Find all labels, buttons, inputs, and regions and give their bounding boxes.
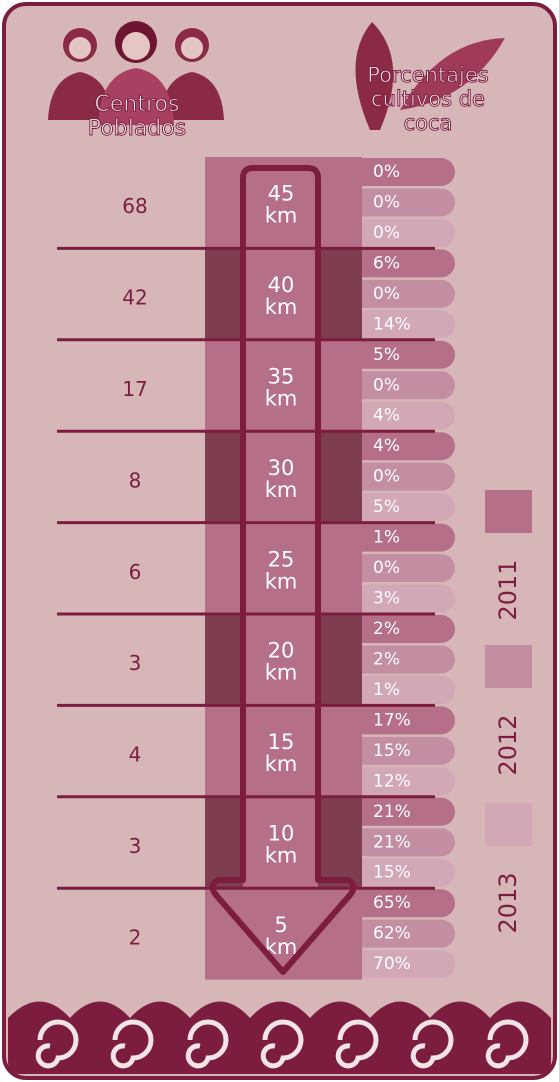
coca-percent: 15% xyxy=(373,741,411,761)
coca-percent: 21% xyxy=(373,802,411,822)
distance-value: 30 xyxy=(268,456,295,480)
distance-unit: km xyxy=(265,387,298,411)
coca-percent: 14% xyxy=(373,314,411,334)
coca-percent: 0% xyxy=(373,284,400,304)
legend-label: 2013 xyxy=(494,872,522,933)
coca-percent: 0% xyxy=(373,467,400,487)
centros-count: 6 xyxy=(129,560,142,584)
distance-unit: km xyxy=(265,844,298,868)
coca-percent: 5% xyxy=(373,345,400,365)
header-right: cultivos de xyxy=(371,87,485,111)
wave-decoration xyxy=(8,1002,551,1075)
coca-percent: 0% xyxy=(373,192,400,212)
coca-percent: 0% xyxy=(373,223,400,243)
coca-percent: 12% xyxy=(373,771,411,791)
coca-percent: 5% xyxy=(373,497,400,517)
coca-percent: 70% xyxy=(373,954,411,974)
coca-percent: 1% xyxy=(373,528,400,548)
coca-percent: 62% xyxy=(373,924,411,944)
legend-swatch xyxy=(485,490,532,533)
coca-percent: 6% xyxy=(373,253,400,273)
header-left: Poblados xyxy=(88,116,186,141)
centros-count: 8 xyxy=(129,468,142,492)
header-right: Porcentajes xyxy=(367,63,489,87)
coca-percent: 0% xyxy=(373,162,400,182)
distance-value: 45 xyxy=(268,182,295,206)
distance-value: 40 xyxy=(268,273,295,297)
distance-unit: km xyxy=(265,295,298,319)
distance-unit: km xyxy=(265,752,298,776)
coca-percent: 4% xyxy=(373,436,400,456)
coca-percent: 65% xyxy=(373,893,411,913)
distance-unit: km xyxy=(265,478,298,502)
coca-percent: 15% xyxy=(373,863,411,883)
infographic: Centros Poblados Porcentajes cultivos de… xyxy=(0,0,559,1082)
centros-count: 3 xyxy=(129,834,142,858)
coca-percent: 1% xyxy=(373,680,400,700)
legend-swatch xyxy=(485,803,532,846)
distance-unit: km xyxy=(265,204,298,228)
coca-percent: 0% xyxy=(373,558,400,578)
header-left: Centros xyxy=(95,92,180,117)
coca-percent: 2% xyxy=(373,649,400,669)
distance-value: 35 xyxy=(268,365,295,389)
header-right: coca xyxy=(404,111,453,135)
distance-unit: km xyxy=(265,569,298,593)
distance-value: 20 xyxy=(268,639,295,663)
centros-count: 68 xyxy=(122,194,147,218)
centros-count: 2 xyxy=(129,925,142,949)
legend-label: 2012 xyxy=(494,714,522,775)
distance-value: 25 xyxy=(268,547,295,571)
coca-percent: 21% xyxy=(373,832,411,852)
distance-value: 10 xyxy=(268,822,295,846)
legend-label: 2011 xyxy=(494,559,522,620)
legend-swatch xyxy=(485,645,532,688)
coca-percent: 3% xyxy=(373,589,400,609)
centros-count: 3 xyxy=(129,651,142,675)
distance-value: 5 xyxy=(274,913,287,937)
distance-value: 15 xyxy=(268,730,295,754)
centros-count: 17 xyxy=(122,377,147,401)
coca-percent: 4% xyxy=(373,406,400,426)
centros-count: 42 xyxy=(122,286,147,310)
coca-percent: 0% xyxy=(373,375,400,395)
centros-count: 4 xyxy=(129,743,142,767)
coca-percent: 17% xyxy=(373,710,411,730)
distance-unit: km xyxy=(265,661,298,685)
coca-percent: 2% xyxy=(373,619,400,639)
